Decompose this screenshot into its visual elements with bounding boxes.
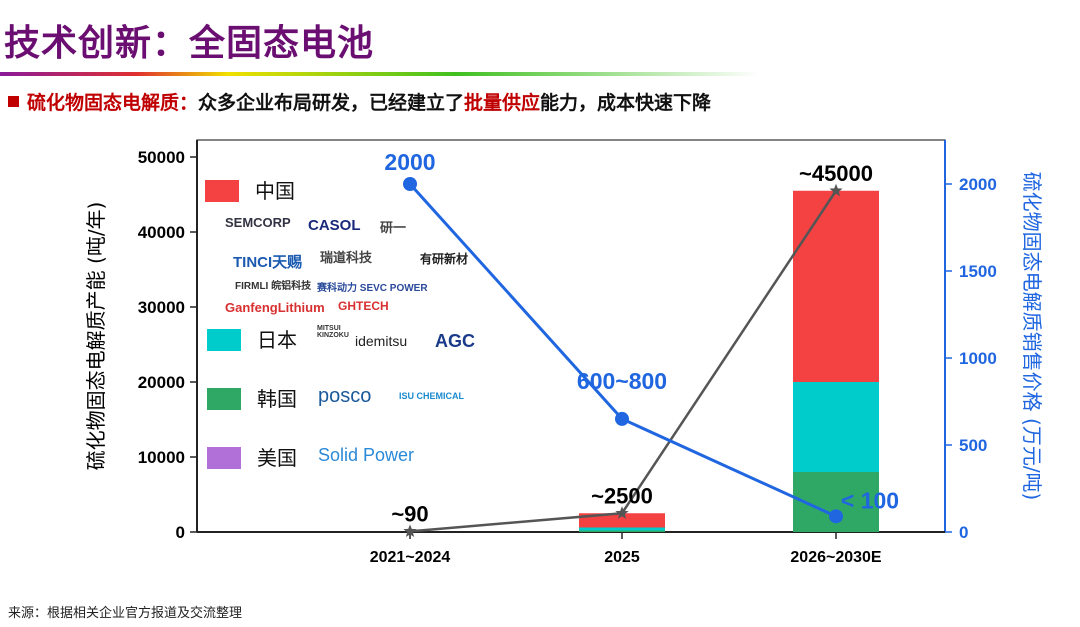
legend-usa: 美国 <box>207 442 297 471</box>
logo-tinci: TINCI天赐 <box>233 254 303 271</box>
legend-swatch <box>207 388 241 410</box>
price-label: 600~800 <box>577 368 667 394</box>
price-marker <box>615 411 629 426</box>
x-tick-label: 2025 <box>604 549 640 566</box>
subtitle-tail: 能力，成本快速下降 <box>540 92 712 114</box>
y-tick-label: 30000 <box>138 298 185 317</box>
y-tick-label: 50000 <box>138 148 185 167</box>
legend-swatch <box>207 329 241 351</box>
bar-韩国 <box>579 530 665 532</box>
x-tick-label: 2026~2030E <box>790 549 882 566</box>
y-tick-label: 0 <box>176 523 185 542</box>
y2-tick-label: 0 <box>959 523 968 542</box>
capacity-label: ~90 <box>391 501 428 526</box>
y-tick-label: 10000 <box>138 448 185 467</box>
price-label: 2000 <box>384 149 435 175</box>
legend-label: 中国 <box>255 179 295 203</box>
legend-japan: 日本 <box>207 324 297 353</box>
capacity-label: ~45000 <box>799 161 873 186</box>
legend-label: 美国 <box>257 446 297 470</box>
subtitle-lead: 硫化物固态电解质： <box>27 92 199 114</box>
logo-ghtech: GHTECH <box>338 299 389 313</box>
y2-tick-label: 500 <box>959 436 987 455</box>
bar-日本 <box>579 527 665 531</box>
capacity-label: ~2500 <box>591 483 653 508</box>
logo-posco: posco <box>318 385 372 407</box>
y-tick-label: 40000 <box>138 223 185 242</box>
legend-china: 中国 <box>205 175 295 204</box>
bullet-icon <box>8 96 19 107</box>
logo-casol: CASOL <box>308 217 361 234</box>
capacity-marker-star <box>829 183 843 197</box>
page-title: 技术创新：全固态电池 <box>4 23 375 64</box>
logo-isu: ISU CHEMICAL <box>399 391 464 401</box>
price-marker <box>403 177 417 191</box>
capacity-marker-star <box>615 506 629 519</box>
logo-sevc: 赛科动力 SEVC POWER <box>317 283 428 294</box>
bar-中国 <box>793 190 879 382</box>
logo-yanyi: 研一 <box>380 220 407 235</box>
logo-youyan: 有研新材 <box>420 252 469 266</box>
logo-semcorp: SEMCORP <box>225 215 291 230</box>
logo-ganfeng: GanfengLithium <box>225 300 325 315</box>
legend-swatch <box>207 447 241 469</box>
subtitle-highlight: 批量供应 <box>464 92 541 114</box>
y2-tick-label: 1000 <box>959 349 997 368</box>
y-axis-label: 硫化物固态电解质产能 (吨/年) <box>84 202 108 471</box>
logo-ruidao: 瑞道科技 <box>320 250 373 265</box>
capacity-marker-star <box>403 524 417 537</box>
logo-solid-power: Solid Power <box>318 445 415 465</box>
legend-label: 韩国 <box>257 387 297 411</box>
y2-tick-label: 2000 <box>959 175 997 194</box>
legend-korea: 韩国 <box>207 383 297 412</box>
gradient-divider <box>0 72 760 76</box>
x-tick-label: 2021~2024 <box>370 549 451 566</box>
subtitle-mid: 众多企业布局研发，已经建立了 <box>198 92 465 114</box>
bar-中国 <box>579 513 665 528</box>
logo-firmli: FIRMLI 皖铝科技 <box>235 281 312 292</box>
bar-日本 <box>793 382 879 472</box>
price-label: < 100 <box>841 487 899 513</box>
logo-idemitsu: idemitsu <box>355 333 408 349</box>
logo-agc: AGC <box>435 331 475 351</box>
legend-label: 日本 <box>257 328 297 352</box>
source-note: 来源：根据相关企业官方报道及交流整理 <box>8 606 243 621</box>
price-marker <box>829 509 843 524</box>
subtitle: 硫化物固态电解质：众多企业布局研发，已经建立了批量供应能力，成本快速下降 <box>8 88 711 115</box>
y2-tick-label: 1500 <box>959 262 997 281</box>
y-tick-label: 20000 <box>138 373 185 392</box>
logo-mitsui: MITSUI KINZOKU <box>317 325 349 339</box>
legend-swatch <box>205 180 239 202</box>
y2-axis-label: 硫化物固态电解质销售价格 (万元/吨) <box>1020 172 1044 501</box>
capacity-line <box>409 190 838 533</box>
